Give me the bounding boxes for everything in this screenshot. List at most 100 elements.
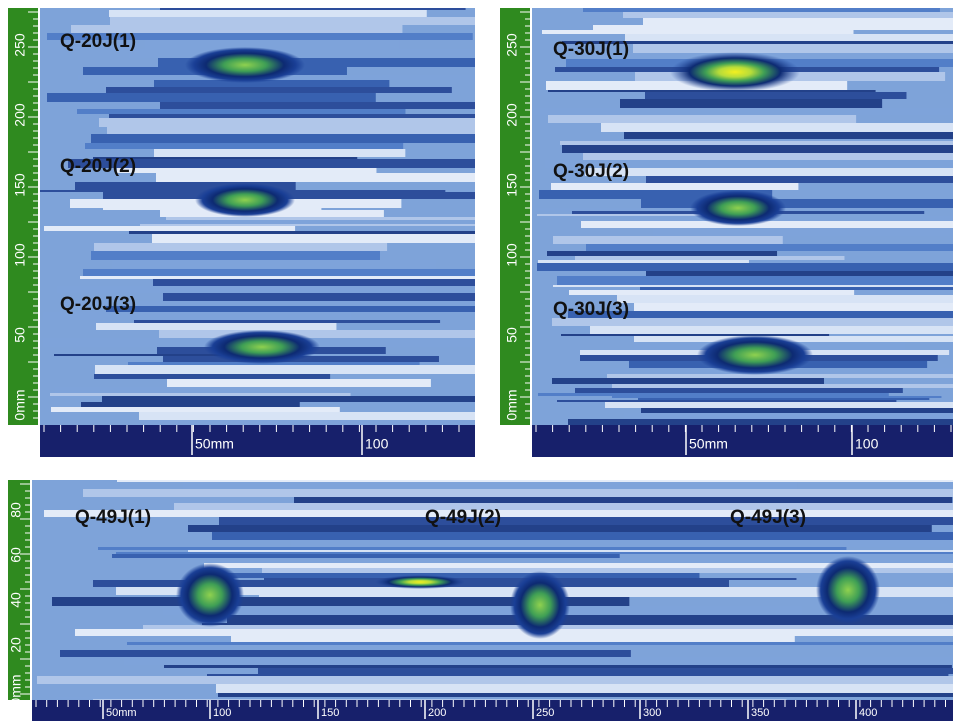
scan-stripe [106, 306, 475, 312]
scan-stripe [112, 260, 437, 269]
scan-stripe [60, 650, 631, 657]
horizontal-scale-label: 300 [643, 707, 661, 719]
scan-stripe [112, 554, 620, 558]
scan-stripe [163, 293, 475, 301]
vertical-scale-label: 250 [12, 33, 28, 57]
scan-stripe [641, 199, 953, 208]
scan-stripe [160, 8, 466, 10]
defect-indication [816, 556, 880, 624]
scan-stripe [159, 330, 475, 338]
scan-stripe [646, 176, 953, 183]
scan-stripe [646, 271, 953, 276]
scan-stripe [643, 18, 953, 25]
scan-stripe [562, 145, 953, 153]
scan-stripe [145, 40, 400, 49]
scan-stripe [75, 629, 953, 636]
specimen-label: Q-30J(1) [553, 39, 629, 60]
specimen-label: Q-30J(3) [553, 299, 629, 320]
scan-stripe [219, 517, 953, 525]
horizontal-scale-label: 100 [855, 436, 879, 452]
scan-stripe [557, 400, 896, 402]
scan-stripe [593, 25, 953, 30]
scan-stripe [575, 388, 903, 393]
scan-stripe [83, 489, 953, 497]
scan-stripe [69, 220, 350, 224]
defect-indication [510, 571, 570, 639]
scan-stripe [107, 127, 475, 134]
scan-stripe [560, 141, 953, 145]
scan-stripe [568, 419, 953, 425]
scan-stripe [575, 256, 844, 260]
vertical-scale-label: 0mm [504, 389, 520, 420]
vertical-scale-label: 200 [504, 103, 520, 127]
scan-stripe [188, 550, 953, 552]
scan-stripe [216, 684, 953, 693]
vertical-scale-label: 20 [8, 637, 24, 653]
horizontal-scale-label: 200 [428, 707, 446, 719]
scan-stripe [94, 374, 330, 379]
vertical-scale-label: 50 [12, 327, 28, 343]
scan-stripe [167, 379, 431, 387]
scan-stripe [163, 606, 802, 615]
scan-stripe [93, 699, 786, 700]
specimen-label: Q-30J(2) [553, 161, 629, 182]
scan-stripe [534, 108, 953, 115]
scan-stripe [174, 503, 953, 510]
scan-stripe [304, 645, 953, 650]
scan-stripe [127, 642, 953, 645]
defect-indication [195, 183, 295, 217]
scan-stripe [156, 173, 475, 182]
horizontal-scale-label: 100 [213, 707, 231, 719]
scan-stripe [50, 393, 351, 396]
scan-stripe [612, 396, 941, 398]
vertical-scale-label: 80 [8, 502, 24, 518]
scan-stripe [548, 115, 856, 123]
defect-indication [204, 330, 320, 364]
scan-stripe [607, 374, 953, 378]
scan-stripe [623, 12, 953, 18]
horizontal-scale-label: 350 [751, 707, 769, 719]
scan-stripe [585, 168, 953, 176]
specimen-label: Q-20J(1) [60, 31, 136, 52]
specimen-label: Q-20J(3) [60, 294, 136, 315]
scan-stripe [258, 668, 953, 674]
scan-stripe [56, 697, 554, 699]
scan-stripe [57, 286, 426, 293]
scan-stripe [55, 387, 336, 393]
scan-stripe [561, 334, 829, 336]
scan-stripe [551, 183, 798, 190]
scan-stripe [160, 102, 475, 109]
scan-stripe [653, 228, 953, 236]
vertical-scale-label: 40 [8, 592, 24, 608]
scan-stripe [129, 49, 475, 58]
scan-stripe [94, 243, 387, 251]
scan-stripe [81, 402, 300, 407]
scan-stripe [51, 407, 340, 412]
defect-indication [697, 335, 813, 375]
vertical-scale-label: 250 [504, 33, 520, 57]
scan-stripe [601, 123, 953, 132]
scan-stripe [183, 482, 798, 489]
scan-stripe [633, 44, 953, 53]
scan-stripe [116, 552, 953, 554]
scan-stripe [102, 396, 475, 402]
scan-stripe [202, 623, 953, 625]
horizontal-scale-label: 400 [859, 707, 877, 719]
scan-stripe [634, 216, 953, 221]
scan-stripe [98, 547, 846, 550]
scan-stripe [552, 378, 824, 384]
scan-stripe [44, 226, 295, 231]
defect-indication [176, 563, 244, 627]
scan-stripe [99, 118, 475, 127]
scan-stripe [586, 244, 953, 251]
scan-stripe [207, 674, 948, 676]
vertical-scale-label: 150 [12, 173, 28, 197]
scan-stripe [47, 93, 376, 102]
defect-indication [185, 47, 305, 83]
scan-stripe [538, 260, 749, 263]
scan-stripe [117, 168, 376, 173]
scan-stripe [612, 384, 953, 388]
horizontal-scale-label: 150 [321, 707, 339, 719]
